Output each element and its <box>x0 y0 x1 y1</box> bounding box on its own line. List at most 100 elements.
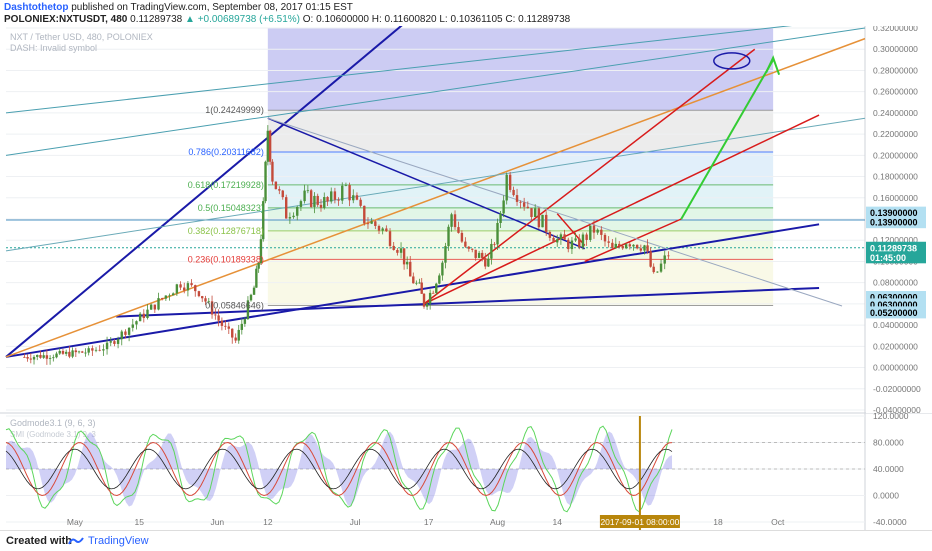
candle-body <box>530 208 533 217</box>
candle-body <box>428 292 432 304</box>
candle-body <box>81 351 84 353</box>
candle-body <box>614 243 617 249</box>
candle-body <box>255 268 258 288</box>
candle-body <box>113 341 116 344</box>
candle-body <box>55 353 58 358</box>
candle-body <box>415 282 418 284</box>
candle-body <box>214 314 217 316</box>
candle-body <box>120 331 123 340</box>
candle-body <box>374 221 377 226</box>
candle-body <box>484 257 487 267</box>
channel-line-2 <box>5 26 793 114</box>
candle-body <box>570 240 574 250</box>
trend-line-support <box>116 286 820 318</box>
candle-body <box>632 244 635 247</box>
candle-body <box>444 246 447 263</box>
candle-body <box>131 324 134 328</box>
candle-body <box>341 185 344 201</box>
osc-tick-label: -40.0000 <box>873 517 907 527</box>
candle-body <box>370 221 373 224</box>
candle-body <box>175 284 179 294</box>
time-tick-label: Oct <box>771 517 785 527</box>
candle-body <box>190 283 193 286</box>
candle-body <box>84 352 87 354</box>
osc-tick-label: 80.0000 <box>873 438 904 448</box>
time-tick-label: May <box>67 517 84 527</box>
candle-body <box>493 243 496 245</box>
candle-body <box>508 174 512 190</box>
candle-body <box>32 356 36 360</box>
candle-body <box>618 243 621 246</box>
candlesticks <box>23 125 670 365</box>
candle-body <box>355 195 359 200</box>
candle-body <box>87 348 90 353</box>
candle-body <box>639 248 643 251</box>
candle-body <box>105 342 109 350</box>
candle-body <box>366 223 370 225</box>
fib-label: 0.5(0.15048323) <box>198 203 264 213</box>
candle-body <box>160 298 164 299</box>
candle-body <box>309 190 313 207</box>
price-axis: 0.32000000 0.30000000 0.28000000 0.26000000… <box>866 26 932 530</box>
published-text: published on TradingView.com, September … <box>71 2 353 13</box>
price-badge-current-bg <box>866 241 926 254</box>
candle-body <box>505 174 508 201</box>
candle-body <box>296 206 299 216</box>
candle-body <box>418 282 421 284</box>
candle-body <box>441 262 444 276</box>
trend-line-lower <box>5 223 820 358</box>
candle-body <box>545 214 548 232</box>
candle-body <box>425 303 429 307</box>
candle-body <box>388 231 392 246</box>
candle-body <box>249 294 253 301</box>
candle-body <box>64 351 68 354</box>
candle-body <box>26 357 29 359</box>
candle-body <box>559 234 563 240</box>
candle-body <box>224 325 227 327</box>
candle-body <box>487 258 490 267</box>
candle-body <box>259 239 263 263</box>
candle-body <box>39 354 42 358</box>
candle-body <box>420 282 423 294</box>
candle-body <box>319 204 323 208</box>
header-line-1: Dashtothetop published on TradingView.co… <box>4 2 353 13</box>
price-tick-label: 0.20000000 <box>873 150 918 160</box>
candle-body <box>266 130 270 162</box>
tradingview-brand[interactable]: TradingView <box>88 535 149 547</box>
price-tick-label: 0.12000000 <box>873 235 918 245</box>
candle-body <box>490 243 493 259</box>
fib-zone-top <box>267 28 774 111</box>
price-tick-label: 0.18000000 <box>873 172 918 182</box>
time-tick-label: 15 <box>134 517 144 527</box>
red-channel-lower <box>423 114 820 305</box>
price-tick-label: 0.28000000 <box>873 65 918 75</box>
candle-body <box>344 185 348 186</box>
candle-body <box>197 291 201 297</box>
candle-body <box>348 185 351 201</box>
candle-body <box>457 227 460 233</box>
candle-body <box>556 239 559 243</box>
candle-body <box>659 263 663 272</box>
candle-body <box>278 189 281 191</box>
candle-body <box>596 229 599 233</box>
candle-body <box>61 350 65 354</box>
fib-label: 0.786(0.20311682) <box>188 147 263 157</box>
author-link[interactable]: Dashtothetop <box>4 2 69 13</box>
candle-body <box>153 304 157 310</box>
candle-body <box>628 244 632 247</box>
candle-body <box>548 231 552 238</box>
candle-body <box>210 301 214 315</box>
candle-body <box>611 242 614 249</box>
candle-body <box>204 298 207 302</box>
forecast-arrow <box>680 59 774 220</box>
candle-body <box>36 354 39 357</box>
oscillator-sublabel: SMI (Godmode 3.1) 9, 3 <box>10 430 96 439</box>
candle-body <box>231 328 234 338</box>
candle-body <box>183 287 186 291</box>
candle-body <box>68 351 71 357</box>
price-badge-support-3-bg <box>866 306 926 319</box>
candle-body <box>217 315 220 321</box>
time-tick-label: 14 <box>552 517 562 527</box>
price-badge-support-2: 0.06300000 <box>870 300 918 310</box>
